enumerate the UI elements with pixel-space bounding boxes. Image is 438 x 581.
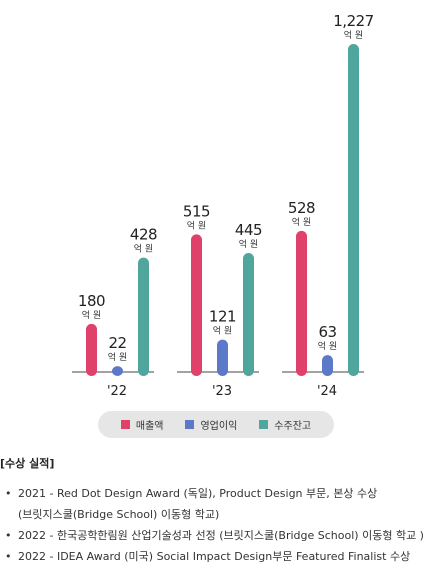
chart-legend: 매출액 영업이익 수주잔고: [98, 411, 334, 438]
award-item: • 2021 - Red Dot Design Award (독일), Prod…: [0, 483, 438, 525]
data-label-order-backlog: 1,227: [333, 12, 373, 30]
data-label-unit: 억 원: [134, 243, 153, 255]
bar-operating-profit: [112, 366, 123, 376]
bar-sales: [191, 234, 202, 376]
legend-label-sales: 매출액: [135, 421, 164, 432]
bar-sales: [296, 230, 307, 376]
legend-label-order-backlog: 수주잔고: [274, 421, 312, 432]
legend-item-sales: 매출액: [120, 417, 164, 432]
award-item: • 2022 - 한국공학한림원 산업기술성과 선정 (브릿지스쿨(Bridge…: [0, 525, 438, 546]
data-label-unit: 억 원: [318, 340, 337, 352]
awards-section: [수상 실적] • 2021 - Red Dot Design Award (독…: [0, 455, 438, 567]
bar-sales: [86, 323, 97, 376]
data-label-operating-profit: 22: [108, 334, 126, 352]
data-label-sales: 515: [183, 202, 210, 220]
data-label-unit: 억 원: [239, 238, 258, 250]
data-label-unit: 억 원: [187, 219, 206, 231]
bar-operating-profit: [322, 355, 333, 376]
bar-order-backlog: [243, 253, 254, 376]
data-label-operating-profit: 121: [209, 308, 236, 326]
award-item: • 2022 - IDEA Award (미국) Social Impact D…: [0, 546, 438, 567]
data-label-sales: 180: [78, 292, 105, 310]
legend-swatch-sales: [120, 420, 130, 429]
award-text: 2022 - 한국공학한림원 산업기술성과 선정 (브릿지스쿨(Bridge S…: [18, 529, 424, 542]
award-text: 2022 - IDEA Award (미국) Social Impact Des…: [18, 550, 411, 563]
bar-order-backlog: [348, 44, 359, 376]
legend-item-operating-profit: 영업이익: [185, 417, 237, 432]
bullet-icon: •: [5, 487, 12, 500]
data-label-order-backlog: 428: [130, 226, 157, 244]
awards-title: [수상 실적]: [0, 457, 55, 470]
data-label-unit: 억 원: [213, 325, 232, 337]
data-label-unit: 억 원: [292, 216, 311, 228]
legend-swatch-operating-profit: [185, 420, 195, 429]
data-label-unit: 억 원: [108, 351, 127, 363]
x-tick-label: '24: [317, 384, 337, 399]
legend-label-operating-profit: 영업이익: [200, 421, 238, 432]
award-text: 2021 - Red Dot Design Award (독일), Produc…: [18, 487, 378, 500]
data-label-unit: 억 원: [82, 309, 101, 321]
legend-swatch-order-backlog: [259, 420, 269, 429]
bar-operating-profit: [217, 339, 228, 376]
bullet-icon: •: [5, 550, 12, 563]
award-text-continued: (브릿지스쿨(Bridge School) 이동형 학교): [18, 508, 220, 521]
x-tick-label: '23: [212, 384, 232, 399]
bar-order-backlog: [138, 257, 149, 376]
chart-area: '22 180 억 원 22 억 원 428 억 원 '23 515 억 원 121 억 원 445 억 …: [72, 12, 374, 438]
data-label-sales: 528: [288, 199, 315, 217]
data-label-operating-profit: 63: [318, 323, 336, 341]
x-tick-label: '22: [107, 384, 127, 399]
data-label-order-backlog: 445: [235, 221, 262, 239]
legend-item-order-backlog: 수주잔고: [259, 417, 311, 432]
bullet-icon: •: [5, 529, 12, 542]
data-label-unit: 억 원: [344, 29, 363, 41]
